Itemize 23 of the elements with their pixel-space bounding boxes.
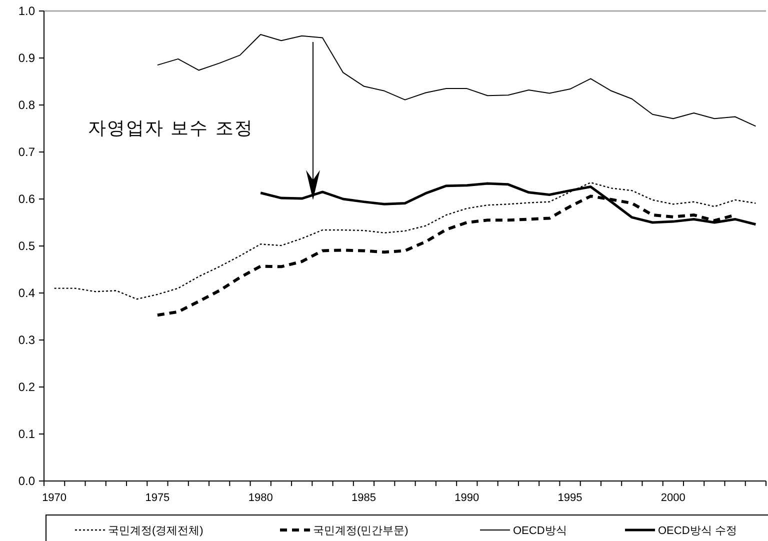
legend-label: 국민계정(민간부문) xyxy=(313,525,408,537)
y-tick-label: 0.1 xyxy=(18,427,36,441)
x-tick-label: 1970 xyxy=(42,492,67,504)
legend-label: 국민계정(경제전체) xyxy=(108,525,204,537)
legend-label: OECD방식 xyxy=(513,525,567,537)
y-tick-label: 0.2 xyxy=(18,380,36,394)
y-tick-label: 0.3 xyxy=(18,333,36,347)
annotation: 자영업자 보수 조정 xyxy=(88,118,254,139)
y-tick-label: 0.0 xyxy=(18,474,36,488)
y-tick-label: 0.4 xyxy=(18,286,36,300)
x-tick-label: 1975 xyxy=(145,492,170,504)
y-tick-label: 1.0 xyxy=(18,4,36,18)
legend-label: OECD방식 수정 xyxy=(658,525,737,537)
y-tick-label: 0.9 xyxy=(18,51,36,65)
y-tick-label: 0.6 xyxy=(18,192,36,206)
x-tick-label: 2000 xyxy=(660,492,686,504)
y-tick-label: 0.8 xyxy=(18,98,36,112)
x-tick-label: 1990 xyxy=(454,492,480,504)
x-tick-label: 1985 xyxy=(352,492,376,504)
x-tick-label: 1980 xyxy=(248,492,273,504)
y-tick-label: 0.7 xyxy=(18,145,36,159)
y-tick-label: 0.5 xyxy=(18,239,36,253)
x-tick-label: 1995 xyxy=(558,492,582,504)
